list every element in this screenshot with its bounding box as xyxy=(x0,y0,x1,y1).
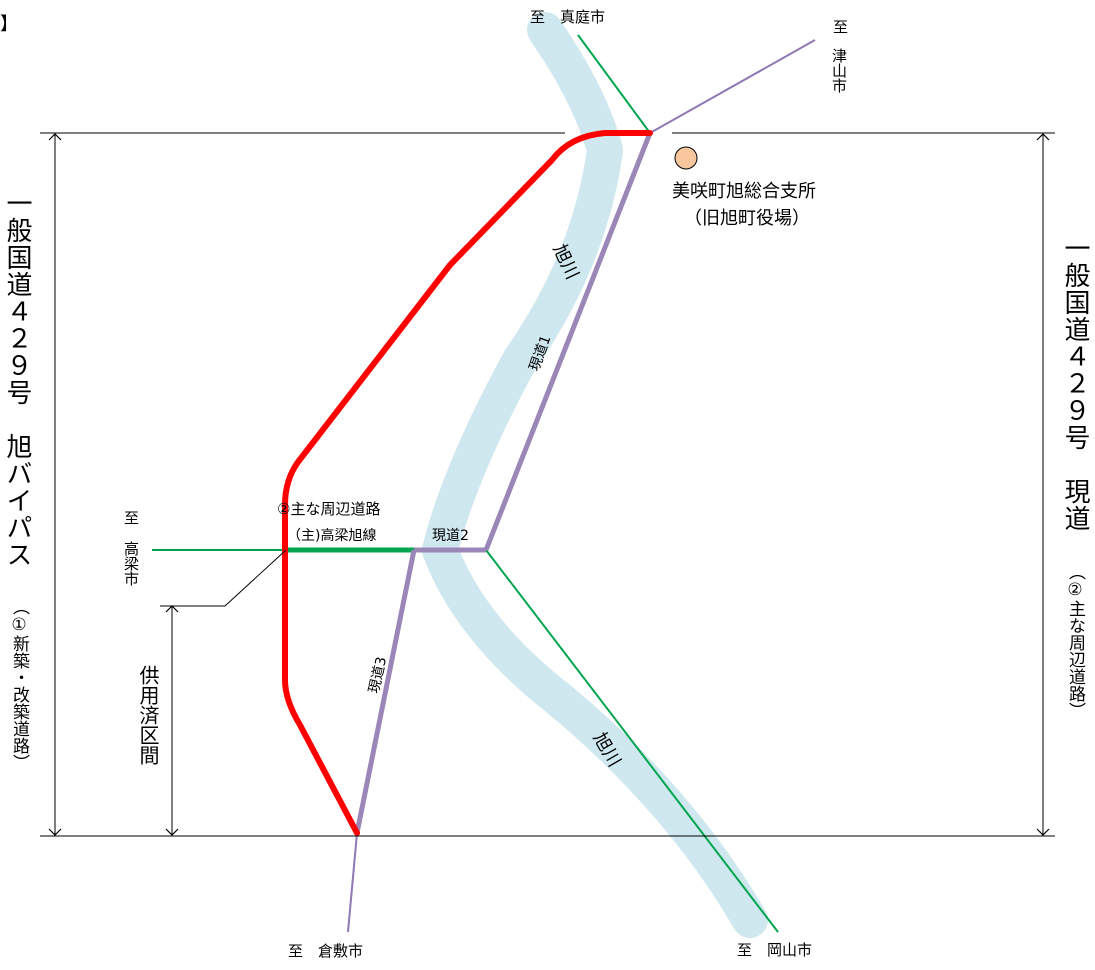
destination-tsuyama-to: 至 xyxy=(833,18,849,36)
left-title-main: 一般国道４２９号 旭バイパス xyxy=(2,190,32,568)
office-former-name: （旧旭町役場） xyxy=(684,208,810,229)
destination-takahashi-to: 至 xyxy=(124,509,140,527)
office-name: 美咲町旭総合支所 xyxy=(672,181,816,202)
asahi-bypass-route xyxy=(282,130,653,836)
left-title-sub: （①新築・改築道路） xyxy=(9,598,29,771)
current-road-1 xyxy=(483,132,653,551)
in-service-leader-line xyxy=(160,549,287,607)
current-road-3 xyxy=(354,549,417,834)
destination-maniwa: 至 真庭市 xyxy=(530,8,606,26)
office-marker-icon xyxy=(674,146,698,170)
road-to-tsuyama xyxy=(649,39,816,134)
destination-kurashiki: 至 倉敷市 xyxy=(288,942,364,960)
destination-tsuyama-city: 津山市 xyxy=(830,48,848,93)
current-road-2-label: 現道2 xyxy=(432,528,469,544)
road-to-okayama xyxy=(485,549,779,933)
title-bracket-fragment: 】 xyxy=(0,14,18,35)
takahashi-asahi-line-label: （主)高梁旭線 xyxy=(287,528,377,544)
asahi-river xyxy=(422,12,768,938)
destination-takahashi-city: 高梁市 xyxy=(122,541,140,586)
right-title-main: 一般国道４２９号 現道 xyxy=(1060,235,1090,532)
road-to-kurashiki xyxy=(347,832,358,933)
destination-okayama: 至 岡山市 xyxy=(737,941,813,959)
right-title-sub: （②主な周辺道路） xyxy=(1065,563,1085,719)
main-roads-heading: ②主な周辺道路 xyxy=(277,500,381,518)
road-to-maniwa xyxy=(577,34,651,134)
in-service-section-label: 供用済区間 xyxy=(136,665,160,765)
